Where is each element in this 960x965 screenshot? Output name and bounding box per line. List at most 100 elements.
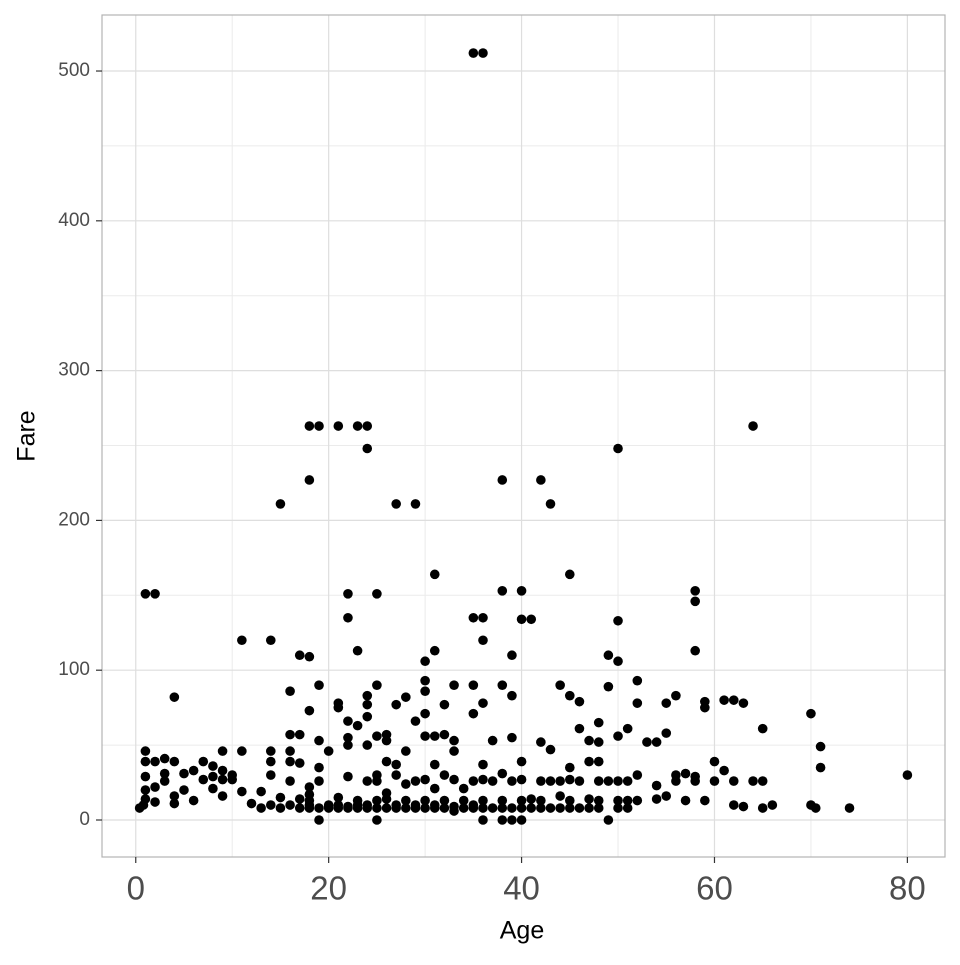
point	[372, 770, 382, 780]
point	[150, 782, 160, 792]
y-axis-title: Fare	[13, 410, 41, 461]
point	[478, 698, 488, 708]
point	[748, 776, 758, 786]
point	[478, 774, 488, 785]
point	[497, 795, 508, 806]
point	[478, 759, 488, 770]
point	[536, 737, 546, 747]
point	[333, 800, 344, 810]
point	[757, 803, 768, 813]
point	[468, 800, 479, 810]
point	[458, 783, 469, 794]
point	[709, 776, 720, 786]
point	[140, 756, 151, 767]
point	[564, 569, 575, 580]
y-tick-label: 500	[58, 60, 90, 81]
point	[613, 615, 623, 626]
point	[227, 770, 238, 780]
point	[285, 756, 295, 767]
point	[478, 635, 488, 646]
point	[285, 746, 295, 756]
point	[237, 635, 247, 646]
point	[449, 680, 459, 690]
point	[188, 765, 199, 776]
point	[169, 756, 180, 767]
point	[352, 720, 363, 731]
point	[420, 686, 430, 696]
point	[593, 776, 604, 786]
point	[651, 794, 662, 804]
point	[372, 803, 382, 813]
point	[381, 788, 392, 798]
point	[700, 795, 710, 806]
point	[352, 795, 363, 806]
point	[574, 723, 585, 734]
point	[314, 776, 324, 786]
point	[603, 650, 614, 661]
point	[362, 690, 373, 701]
point	[343, 732, 353, 743]
point	[680, 768, 691, 779]
point	[613, 443, 623, 454]
point	[140, 771, 151, 782]
point	[401, 779, 411, 789]
point	[362, 740, 373, 750]
point	[362, 421, 373, 431]
point	[690, 586, 700, 596]
point	[420, 675, 430, 686]
point	[468, 48, 479, 58]
point	[304, 475, 315, 485]
point	[622, 776, 633, 786]
point	[439, 699, 450, 710]
point	[150, 797, 160, 807]
point	[806, 708, 816, 719]
point	[516, 586, 527, 596]
point	[401, 692, 411, 702]
y-tick-label: 300	[58, 360, 90, 381]
point	[449, 801, 459, 812]
point	[458, 803, 469, 813]
point	[478, 612, 488, 623]
point	[333, 702, 344, 713]
point	[352, 421, 363, 431]
point	[603, 776, 614, 786]
point	[265, 770, 276, 780]
point	[651, 737, 662, 747]
point	[507, 690, 517, 701]
point	[314, 815, 324, 825]
point	[564, 762, 575, 773]
point	[285, 729, 295, 740]
point	[632, 675, 643, 686]
point	[564, 803, 575, 813]
point	[661, 791, 672, 801]
point	[285, 776, 295, 786]
y-tick-label: 100	[58, 659, 90, 680]
point	[497, 680, 508, 690]
point	[256, 803, 266, 813]
point	[294, 729, 305, 740]
point	[516, 803, 527, 813]
point	[651, 780, 662, 791]
point	[738, 698, 749, 708]
point	[159, 753, 170, 764]
point	[198, 756, 209, 767]
point	[536, 803, 546, 813]
point	[487, 735, 498, 746]
point	[815, 741, 826, 752]
point	[362, 800, 373, 810]
point	[545, 744, 556, 755]
point	[516, 756, 527, 767]
x-tick-label: 80	[889, 870, 926, 907]
point	[526, 614, 537, 625]
point	[690, 645, 700, 656]
point	[140, 589, 151, 599]
point	[613, 795, 623, 806]
point	[661, 728, 672, 738]
point	[584, 803, 594, 813]
point	[622, 803, 633, 813]
point	[584, 756, 594, 767]
point	[478, 815, 488, 825]
point	[622, 723, 633, 734]
point	[767, 800, 778, 810]
